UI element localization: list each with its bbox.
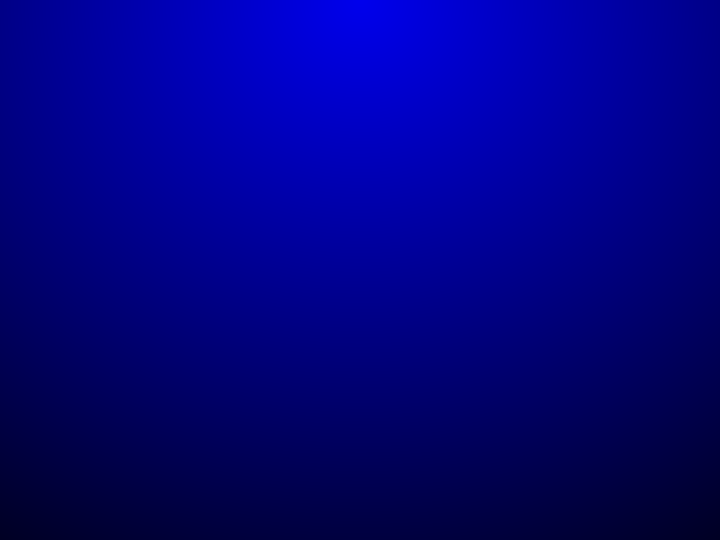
Bar: [294, 174, 520, 231]
Text: herbivores: herbivores: [240, 258, 336, 276]
Text: Biomass at each trophic level: Biomass at each trophic level: [274, 115, 540, 133]
Text: carnivores: carnivores: [181, 193, 275, 212]
Text: 1° producers: 1° producers: [260, 323, 377, 341]
Bar: [395, 308, 419, 356]
Bar: [354, 241, 460, 293]
Text: Can this ever happen with pyramids based on energy flow
(productivity)?: Can this ever happen with pyramids based…: [40, 440, 567, 483]
Text: Inverted trophic pyramids: Inverted trophic pyramids: [170, 43, 579, 71]
